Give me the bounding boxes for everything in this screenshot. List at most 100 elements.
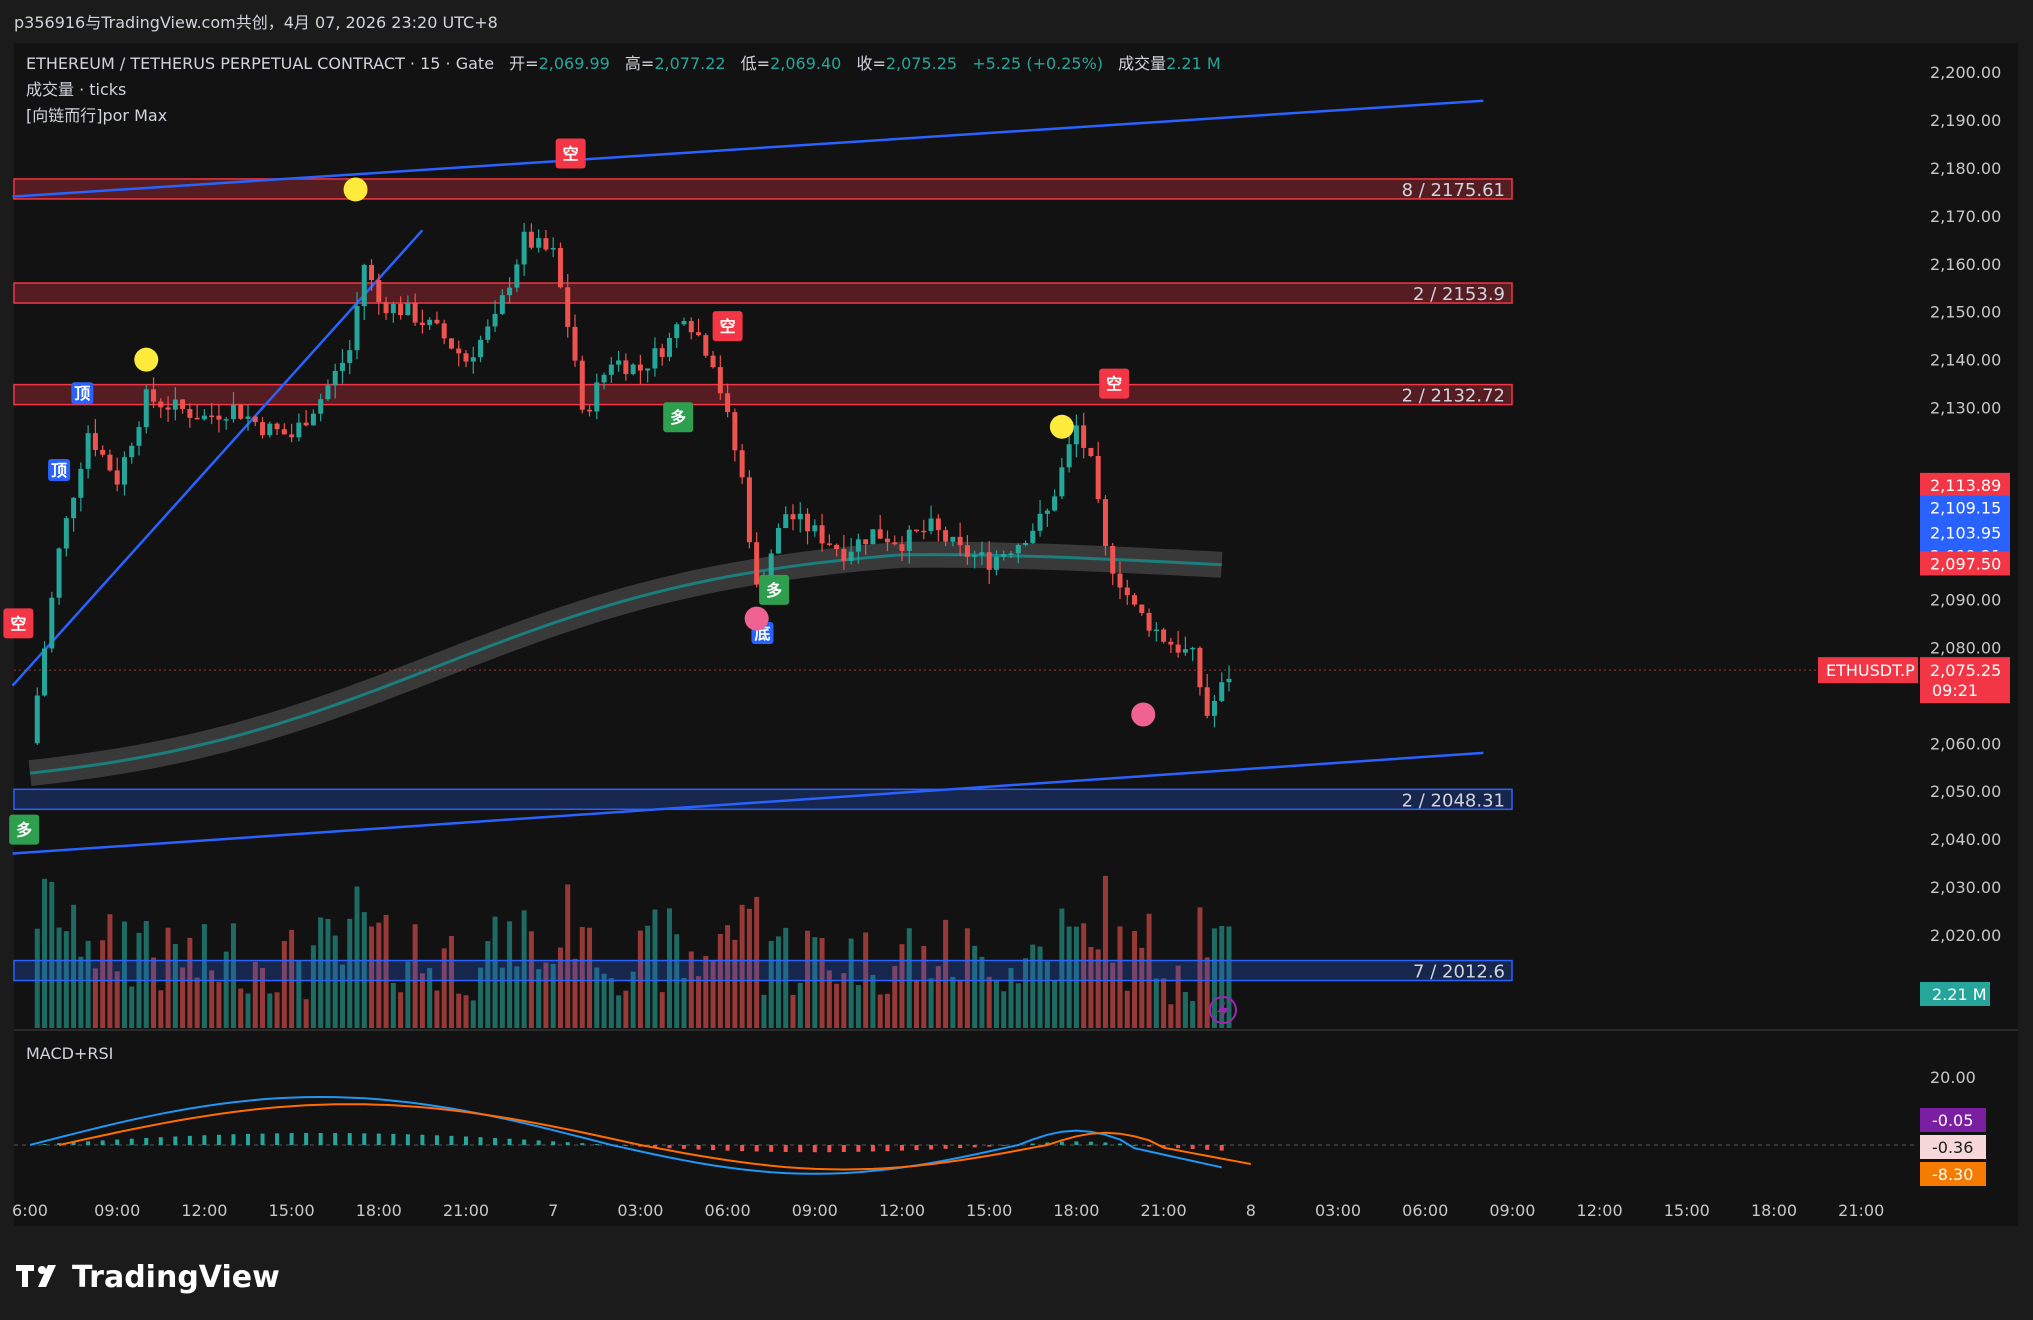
volume-bar bbox=[899, 944, 905, 1028]
marker-dot[interactable] bbox=[1049, 414, 1074, 439]
signal-badge-short[interactable] bbox=[3, 608, 34, 639]
volume-bar bbox=[1153, 978, 1159, 1028]
legend-close: 2,075.25 bbox=[886, 54, 957, 73]
price-tick: 2,150.00 bbox=[1930, 303, 2001, 322]
volume-bar bbox=[659, 992, 665, 1028]
signal-badge-short[interactable] bbox=[712, 311, 743, 342]
time-tick: 21:00 bbox=[443, 1201, 489, 1220]
candle-body bbox=[1059, 467, 1065, 497]
volume-bar bbox=[848, 938, 854, 1028]
volume-bar bbox=[129, 986, 135, 1028]
macd-title[interactable]: MACD+RSI bbox=[26, 1044, 113, 1063]
volume-bar bbox=[1030, 944, 1036, 1028]
volume-bar bbox=[201, 924, 207, 1028]
legend-indicator-volume[interactable]: 成交量 · ticks bbox=[26, 80, 126, 99]
volume-bar bbox=[797, 982, 803, 1028]
candle-body bbox=[1219, 682, 1225, 702]
volume-bar bbox=[993, 979, 999, 1028]
candle-body bbox=[281, 429, 287, 435]
candle-body bbox=[972, 555, 978, 557]
candle-body bbox=[63, 518, 69, 549]
countdown-tag: 09:21 bbox=[1932, 681, 1978, 700]
candle-body bbox=[151, 389, 157, 402]
marker-dot[interactable] bbox=[134, 347, 159, 372]
signal-badge-long[interactable] bbox=[759, 574, 790, 605]
price-tag-bg bbox=[1920, 551, 2010, 576]
price-tick: 2,050.00 bbox=[1930, 782, 2001, 801]
zone-label: 7 / 2012.6 bbox=[1413, 962, 1505, 983]
volume-bar bbox=[245, 993, 251, 1028]
volume-bar bbox=[790, 994, 796, 1028]
volume-bar bbox=[1095, 949, 1101, 1028]
signal-badge-top[interactable] bbox=[48, 458, 71, 481]
volume-bar bbox=[238, 988, 244, 1028]
signal-label: 空 bbox=[563, 145, 579, 164]
price-tick: 2,020.00 bbox=[1930, 926, 2001, 945]
volume-bar bbox=[1059, 908, 1065, 1028]
volume-bar bbox=[1182, 992, 1188, 1028]
volume-bar bbox=[1204, 957, 1210, 1028]
marker-dot[interactable] bbox=[744, 606, 769, 631]
signal-label: 顶 bbox=[74, 384, 90, 403]
macd-hist-bar bbox=[1088, 1141, 1093, 1145]
rising-trendline[interactable] bbox=[11, 229, 424, 687]
volume-bar bbox=[485, 941, 491, 1028]
legend-indicator-custom[interactable]: [向链而行]por Max bbox=[26, 106, 167, 125]
volume-bar bbox=[1197, 907, 1203, 1028]
signal-badge-short[interactable] bbox=[555, 138, 586, 169]
chart-area[interactable] bbox=[14, 43, 2018, 1226]
candle-body bbox=[986, 552, 992, 570]
macd-hist-bar bbox=[1074, 1141, 1079, 1145]
volume-bar bbox=[1168, 1004, 1174, 1028]
time-tick: 12:00 bbox=[181, 1201, 227, 1220]
volume-bar bbox=[1037, 946, 1043, 1028]
macd-hist-bar bbox=[1045, 1142, 1050, 1145]
signal-badge-long[interactable] bbox=[663, 402, 694, 433]
volume-bar bbox=[775, 936, 781, 1028]
lower-trendline[interactable] bbox=[12, 751, 1484, 855]
macd-hist-bar bbox=[1030, 1143, 1035, 1145]
candle-body bbox=[49, 597, 55, 649]
time-axis[interactable]: 6:00 09:00 12:00 15:00 18:00 21:00 7 03:00 06:00… bbox=[12, 1201, 1884, 1220]
macd-hist-bar bbox=[100, 1140, 105, 1145]
upper-trendline[interactable] bbox=[12, 99, 1484, 198]
volume-bar bbox=[630, 971, 636, 1028]
signal-label: 空 bbox=[1106, 375, 1122, 394]
candle-body bbox=[1124, 587, 1130, 596]
candle-body bbox=[855, 539, 861, 552]
macd-hist-bar bbox=[594, 1144, 599, 1145]
candle-body bbox=[1044, 510, 1050, 514]
volume-bar bbox=[521, 910, 527, 1028]
candle-body bbox=[594, 382, 600, 412]
macd-hist-bar bbox=[827, 1145, 832, 1153]
candle-body bbox=[659, 348, 665, 357]
macd-hist-bar bbox=[464, 1136, 468, 1145]
volume-bar bbox=[826, 970, 832, 1028]
marker-dot[interactable] bbox=[1131, 702, 1156, 727]
time-tick: 7 bbox=[548, 1201, 558, 1220]
candle-body bbox=[158, 401, 164, 408]
signal-badge-top[interactable] bbox=[71, 382, 94, 405]
volume-bar bbox=[216, 981, 222, 1028]
candle-body bbox=[114, 470, 120, 485]
price-axis[interactable]: 2,200.00 2,190.00 2,180.00 2,170.00 2,160.00… bbox=[14, 63, 2010, 1006]
candle-body bbox=[230, 404, 236, 420]
candle-body bbox=[848, 551, 854, 561]
volume-bar bbox=[834, 983, 840, 1028]
volume-bar bbox=[180, 967, 186, 1028]
candle-body bbox=[427, 319, 433, 326]
volume-bar bbox=[754, 896, 760, 1028]
volume-bar bbox=[703, 955, 709, 1028]
candle-body bbox=[645, 368, 651, 371]
candle-body bbox=[899, 544, 905, 551]
lightning-icon[interactable] bbox=[1209, 996, 1237, 1024]
volume-bar bbox=[943, 919, 949, 1028]
macd-hist-bar bbox=[1103, 1142, 1108, 1145]
last-price-tag-bg bbox=[1920, 657, 2010, 704]
signal-badge-long[interactable] bbox=[9, 814, 40, 845]
marker-dot[interactable] bbox=[343, 177, 368, 202]
volume-bars bbox=[34, 875, 1232, 1028]
macd-hist-bar bbox=[507, 1138, 512, 1145]
signal-badge-short[interactable] bbox=[1099, 368, 1130, 399]
